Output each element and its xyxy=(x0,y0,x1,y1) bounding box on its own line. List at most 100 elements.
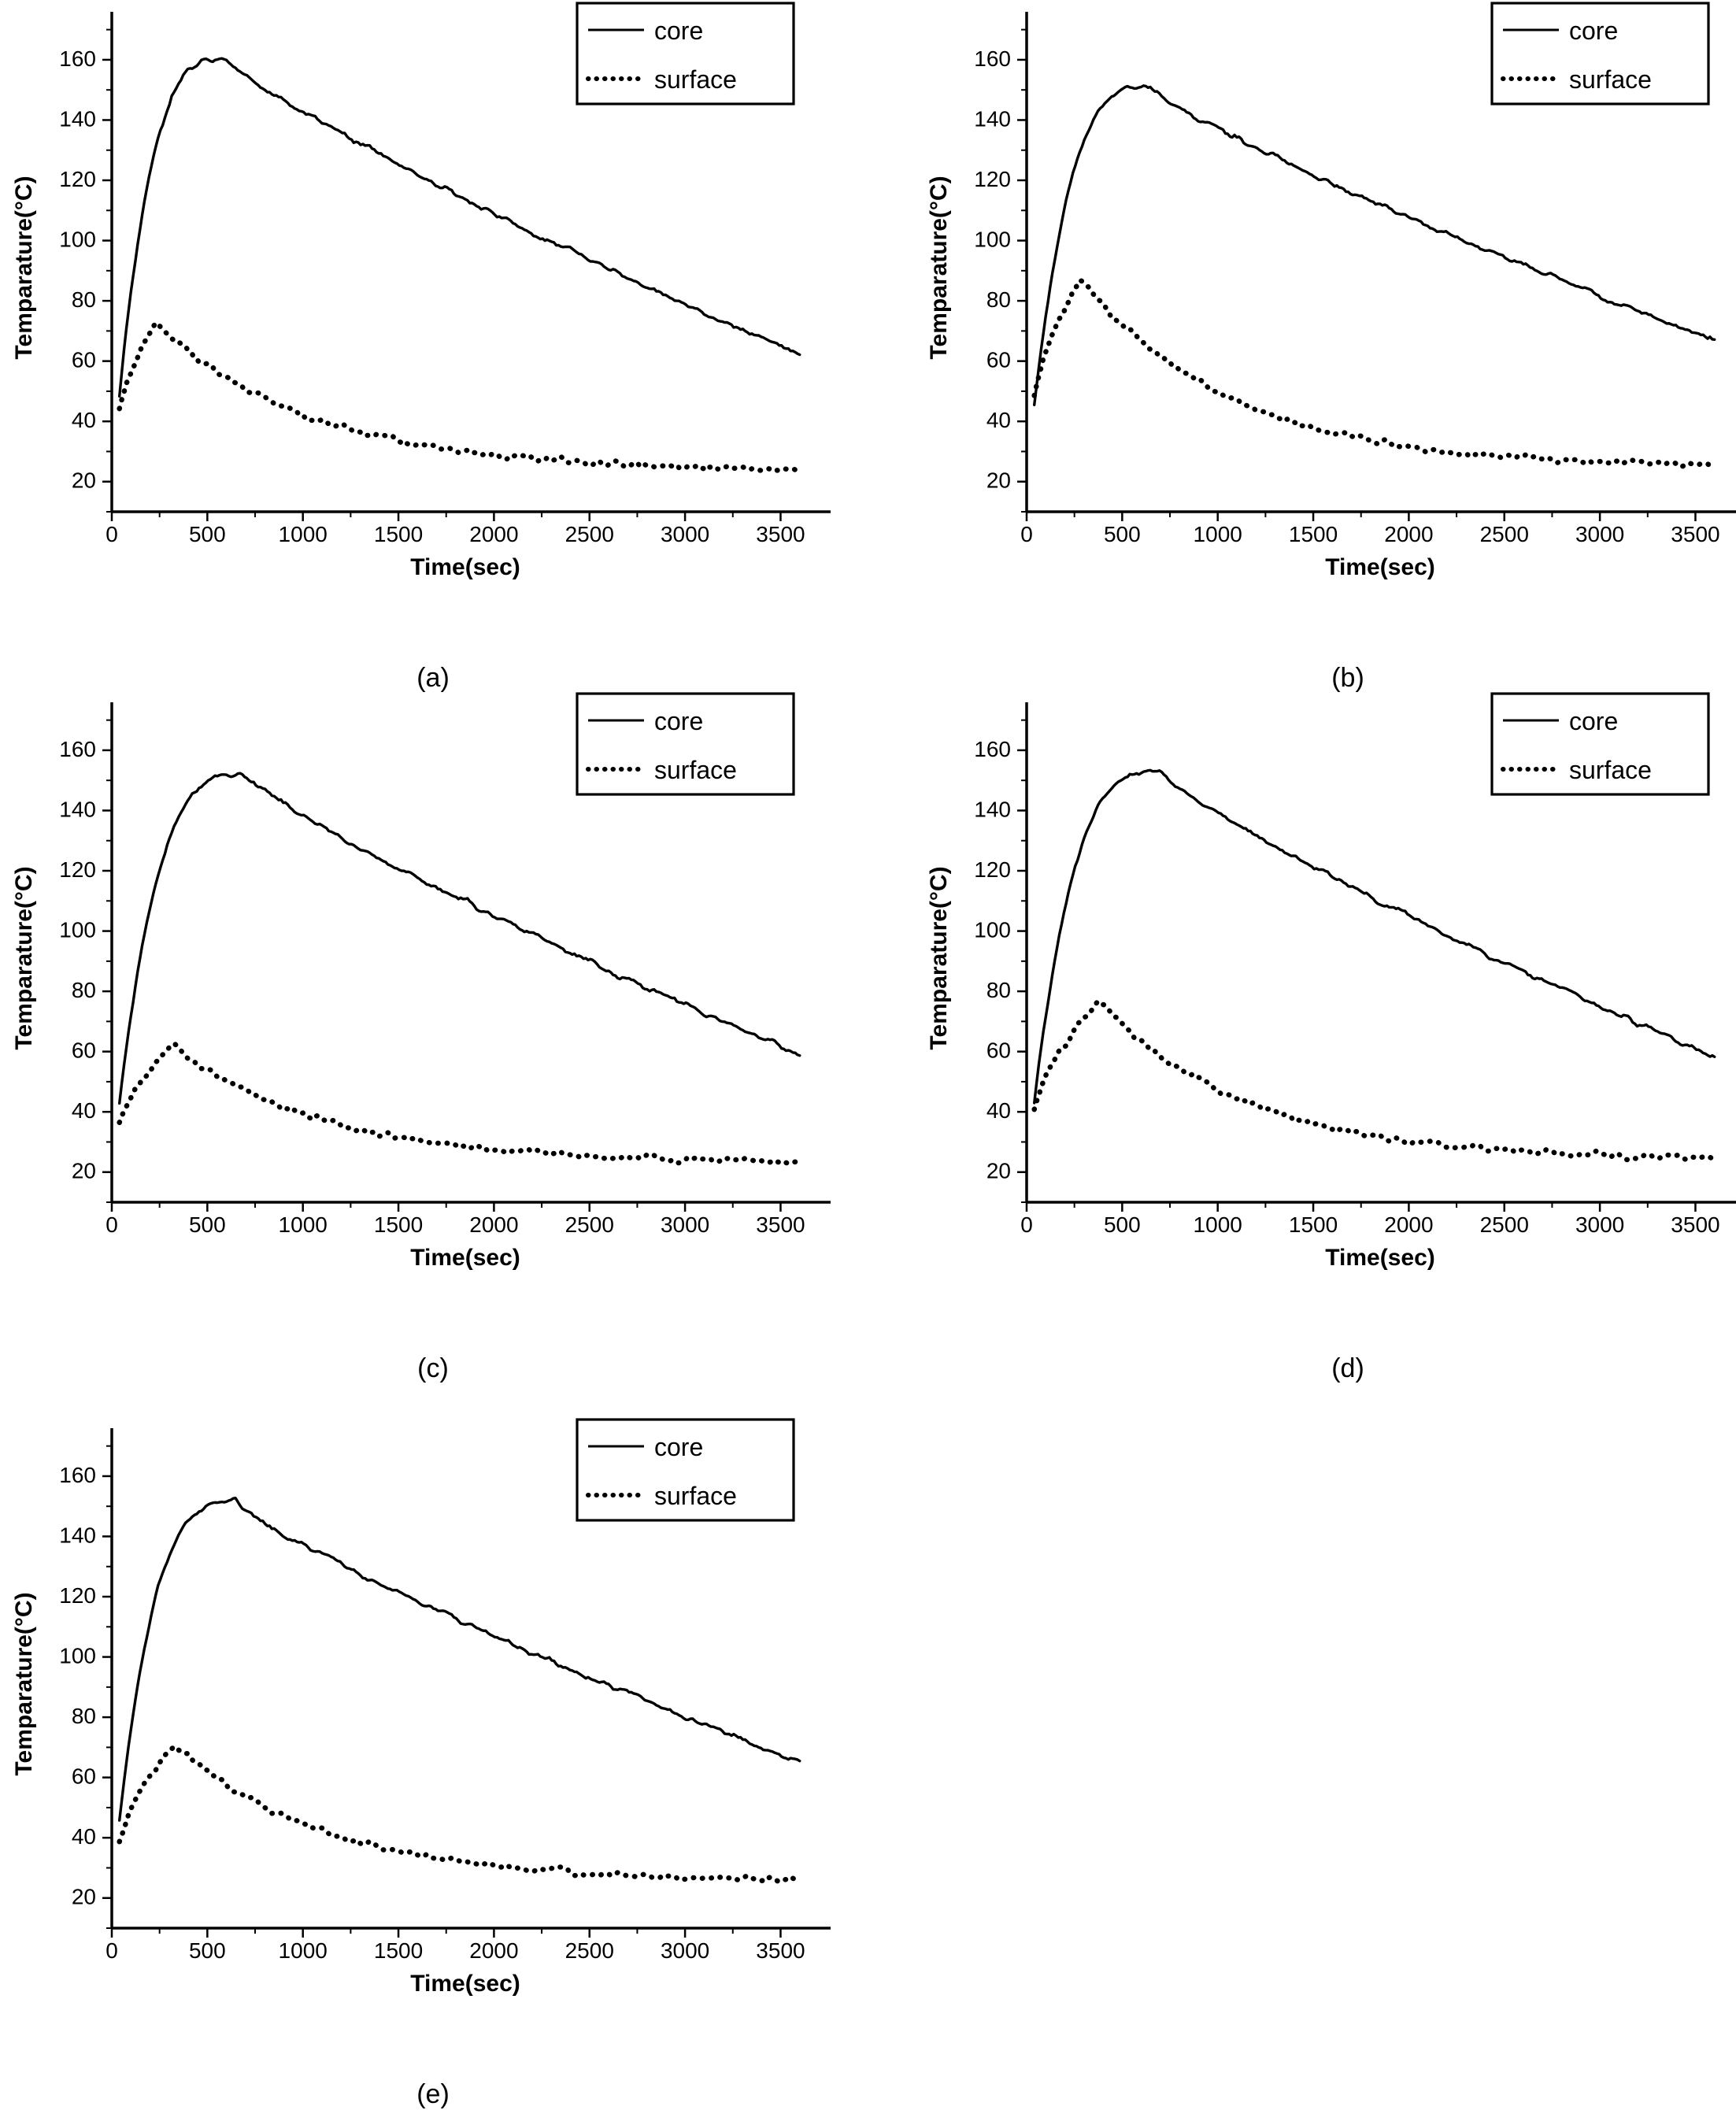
svg-text:160: 160 xyxy=(59,1463,96,1487)
svg-text:3000: 3000 xyxy=(661,1938,709,1963)
svg-text:surface: surface xyxy=(654,756,737,784)
svg-text:Time(sec): Time(sec) xyxy=(410,554,520,580)
svg-text:60: 60 xyxy=(72,1764,96,1789)
svg-text:0: 0 xyxy=(105,1938,118,1963)
svg-text:120: 120 xyxy=(974,857,1011,882)
svg-text:40: 40 xyxy=(986,408,1011,432)
svg-text:Temparature(°C): Temparature(°C) xyxy=(926,866,952,1049)
svg-text:140: 140 xyxy=(59,1523,96,1547)
svg-text:20: 20 xyxy=(986,1159,1011,1183)
svg-text:1500: 1500 xyxy=(374,522,423,546)
svg-text:2000: 2000 xyxy=(469,1938,518,1963)
svg-text:20: 20 xyxy=(72,468,96,493)
svg-text:120: 120 xyxy=(59,167,96,191)
svg-text:60: 60 xyxy=(986,348,1011,372)
svg-text:3500: 3500 xyxy=(756,522,805,546)
svg-text:40: 40 xyxy=(72,1824,96,1849)
svg-text:500: 500 xyxy=(189,1938,226,1963)
svg-text:Time(sec): Time(sec) xyxy=(1325,1245,1435,1271)
svg-text:20: 20 xyxy=(72,1885,96,1909)
svg-text:2500: 2500 xyxy=(1480,522,1529,546)
svg-text:120: 120 xyxy=(59,857,96,882)
svg-text:100: 100 xyxy=(974,918,1011,942)
svg-text:80: 80 xyxy=(72,1704,96,1728)
svg-text:160: 160 xyxy=(974,737,1011,761)
svg-text:2000: 2000 xyxy=(1384,1212,1433,1237)
svg-text:0: 0 xyxy=(105,1212,118,1237)
svg-text:500: 500 xyxy=(189,1212,226,1237)
svg-text:core: core xyxy=(654,1433,703,1461)
svg-text:1500: 1500 xyxy=(1289,522,1338,546)
svg-text:80: 80 xyxy=(72,978,96,1002)
svg-text:Time(sec): Time(sec) xyxy=(410,1245,520,1271)
svg-text:Temparature(°C): Temparature(°C) xyxy=(11,1592,37,1775)
svg-text:1000: 1000 xyxy=(1194,522,1242,546)
svg-text:core: core xyxy=(654,17,703,45)
svg-text:0: 0 xyxy=(105,522,118,546)
svg-text:80: 80 xyxy=(986,287,1011,312)
svg-text:60: 60 xyxy=(986,1038,1011,1063)
svg-text:0: 0 xyxy=(1020,522,1033,546)
svg-text:100: 100 xyxy=(59,918,96,942)
svg-text:2000: 2000 xyxy=(1384,522,1433,546)
svg-text:core: core xyxy=(1569,17,1618,45)
svg-text:140: 140 xyxy=(59,106,96,131)
svg-text:60: 60 xyxy=(72,1038,96,1063)
svg-text:100: 100 xyxy=(974,228,1011,252)
svg-text:1500: 1500 xyxy=(1289,1212,1338,1237)
svg-text:60: 60 xyxy=(72,348,96,372)
svg-text:100: 100 xyxy=(59,228,96,252)
svg-text:0: 0 xyxy=(1020,1212,1033,1237)
svg-text:2000: 2000 xyxy=(469,522,518,546)
svg-text:40: 40 xyxy=(986,1098,1011,1123)
svg-text:1000: 1000 xyxy=(279,1212,328,1237)
svg-text:40: 40 xyxy=(72,1098,96,1123)
svg-text:Time(sec): Time(sec) xyxy=(410,1971,520,1997)
svg-text:20: 20 xyxy=(986,468,1011,493)
svg-text:surface: surface xyxy=(654,65,737,94)
svg-text:140: 140 xyxy=(59,797,96,821)
svg-text:core: core xyxy=(654,707,703,735)
svg-text:40: 40 xyxy=(72,408,96,432)
svg-text:core: core xyxy=(1569,707,1618,735)
svg-text:2500: 2500 xyxy=(1480,1212,1529,1237)
svg-text:3000: 3000 xyxy=(1575,1212,1624,1237)
svg-text:120: 120 xyxy=(974,167,1011,191)
svg-text:1000: 1000 xyxy=(279,1938,328,1963)
svg-text:3500: 3500 xyxy=(1671,522,1719,546)
svg-text:120: 120 xyxy=(59,1583,96,1608)
svg-text:2500: 2500 xyxy=(565,522,614,546)
svg-text:3000: 3000 xyxy=(661,1212,709,1237)
svg-text:80: 80 xyxy=(72,287,96,312)
svg-text:Time(sec): Time(sec) xyxy=(1325,554,1435,580)
svg-text:160: 160 xyxy=(59,737,96,761)
svg-text:80: 80 xyxy=(986,978,1011,1002)
svg-text:2000: 2000 xyxy=(469,1212,518,1237)
svg-text:surface: surface xyxy=(654,1482,737,1510)
svg-text:surface: surface xyxy=(1569,65,1652,94)
svg-text:Temparature(°C): Temparature(°C) xyxy=(11,176,37,359)
svg-text:100: 100 xyxy=(59,1644,96,1668)
svg-text:500: 500 xyxy=(189,522,226,546)
svg-text:140: 140 xyxy=(974,797,1011,821)
svg-text:surface: surface xyxy=(1569,756,1652,784)
svg-text:500: 500 xyxy=(1104,522,1141,546)
svg-text:1500: 1500 xyxy=(374,1212,423,1237)
svg-text:3500: 3500 xyxy=(756,1212,805,1237)
svg-text:20: 20 xyxy=(72,1159,96,1183)
svg-text:3500: 3500 xyxy=(1671,1212,1719,1237)
svg-text:1500: 1500 xyxy=(374,1938,423,1963)
svg-text:1000: 1000 xyxy=(279,522,328,546)
svg-text:Temparature(°C): Temparature(°C) xyxy=(926,176,952,359)
svg-text:500: 500 xyxy=(1104,1212,1141,1237)
svg-text:3500: 3500 xyxy=(756,1938,805,1963)
svg-text:1000: 1000 xyxy=(1194,1212,1242,1237)
svg-text:Temparature(°C): Temparature(°C) xyxy=(11,866,37,1049)
svg-text:2500: 2500 xyxy=(565,1938,614,1963)
svg-text:3000: 3000 xyxy=(661,522,709,546)
svg-text:3000: 3000 xyxy=(1575,522,1624,546)
svg-text:2500: 2500 xyxy=(565,1212,614,1237)
svg-text:160: 160 xyxy=(59,46,96,71)
svg-text:140: 140 xyxy=(974,106,1011,131)
svg-text:160: 160 xyxy=(974,46,1011,71)
